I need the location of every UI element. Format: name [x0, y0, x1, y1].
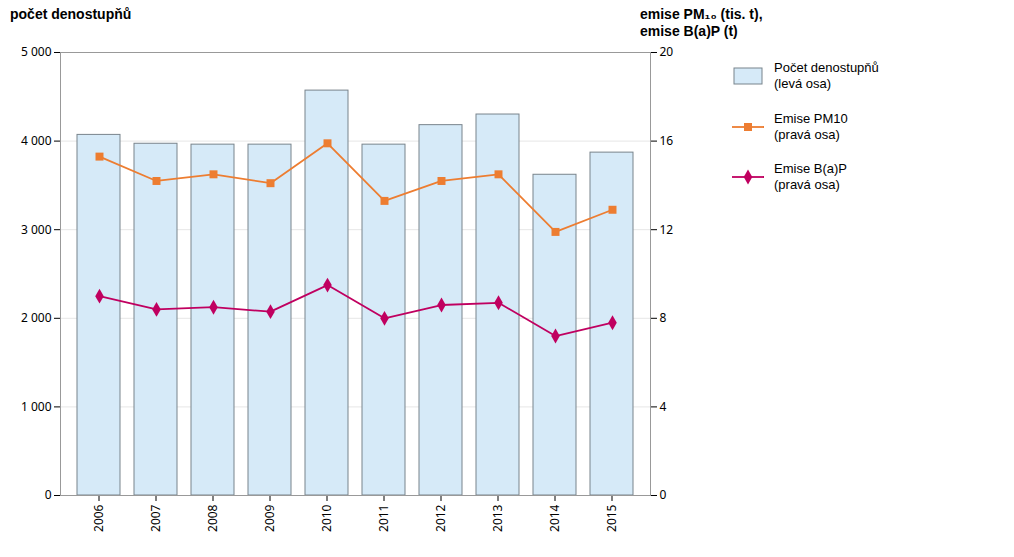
svg-text:2012: 2012 — [432, 504, 449, 532]
html-text:Počet denostupňů (levá osa): Počet denostupňů (levá osa) — [774, 60, 879, 92]
svg-text:0: 0 — [660, 486, 667, 503]
svg-text:4: 4 — [660, 398, 667, 415]
svg-text:8: 8 — [660, 309, 667, 326]
svg-text:2008: 2008 — [204, 504, 221, 532]
svg-text:2013: 2013 — [489, 504, 506, 532]
svg-text:16: 16 — [660, 132, 674, 149]
svg-text:2007: 2007 — [147, 504, 164, 532]
svg-text:12: 12 — [660, 221, 674, 238]
html-text:Emise PM10 (pravá osa): Emise PM10 (pravá osa) — [774, 110, 848, 142]
svg-text:20: 20 — [660, 43, 674, 60]
svg-text:3 000: 3 000 — [21, 221, 52, 238]
svg-text:0: 0 — [45, 486, 52, 503]
svg-text:2014: 2014 — [546, 504, 563, 532]
svg-text:2 000: 2 000 — [21, 309, 52, 326]
svg-text:2011: 2011 — [375, 505, 392, 532]
svg-text:2015: 2015 — [603, 504, 620, 532]
html-text:počet denostupňů: počet denostupňů — [10, 6, 132, 22]
svg-text:2006: 2006 — [90, 504, 107, 532]
svg-text:2009: 2009 — [261, 504, 278, 532]
html-text:Emise B(a)P (pravá osa): Emise B(a)P (pravá osa) — [774, 161, 847, 193]
svg-text:1 000: 1 000 — [21, 398, 52, 415]
html-text:emise PM₁₀ (tis. t), emise B(a: emise PM₁₀ (tis. t), emise B(a)P (t) — [640, 6, 763, 39]
svg-text:2010: 2010 — [318, 504, 335, 532]
svg-text:5 000: 5 000 — [21, 43, 52, 60]
svg-text:4 000: 4 000 — [21, 132, 52, 149]
